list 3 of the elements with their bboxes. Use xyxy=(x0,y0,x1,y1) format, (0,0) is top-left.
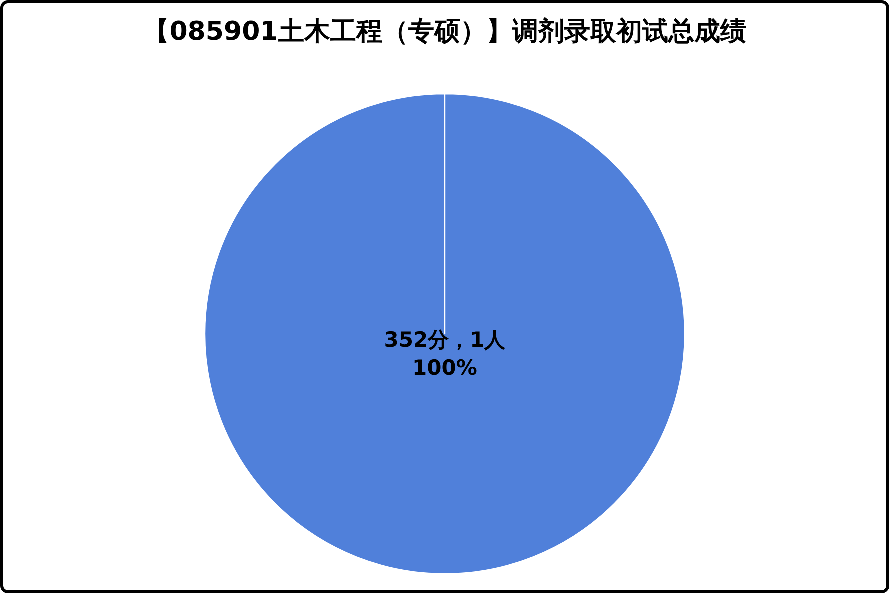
chart-title: 【085901土木工程（专硕）】调剂录取初试总成绩 xyxy=(144,17,746,47)
slice-label: 352分，1人 xyxy=(384,328,507,352)
data-label: 100% xyxy=(412,356,478,380)
